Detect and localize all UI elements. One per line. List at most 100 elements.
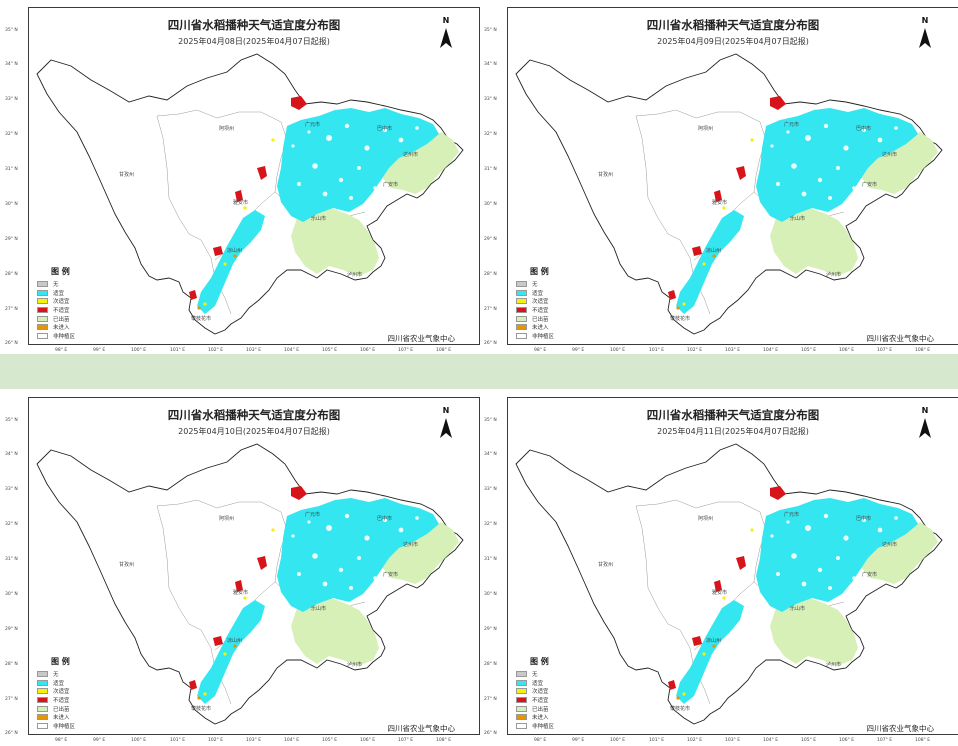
legend-label: 不适宜 [532, 308, 549, 315]
suitable-zone-west [197, 210, 265, 314]
latitude-tick-label: 34° N [484, 62, 497, 67]
legend-swatch [516, 332, 527, 339]
longitude-tick-label: 107° E [877, 738, 893, 743]
city-panzhihua: 攀枝花市 [670, 315, 690, 322]
suitable-zone-west [197, 600, 265, 704]
longitude-tick-label: 101° E [649, 738, 665, 743]
minor-category-marks [197, 138, 275, 310]
latitude-tick-label: 31° N [5, 167, 18, 172]
legend-swatch [516, 289, 527, 296]
legend-item: 未进入 [516, 713, 586, 722]
city-luzhou: 泸州市 [826, 271, 841, 278]
north-arrow: N [918, 16, 932, 50]
legend-swatch [516, 688, 527, 695]
longitude-tick-label: 102° E [208, 738, 224, 743]
legend-swatch [516, 298, 527, 305]
map-texture [291, 513, 419, 590]
legend-swatch [516, 722, 527, 729]
map-subtitle: 2025年04月11日(2025年04月07日起报) [657, 427, 809, 436]
sichuan-map: 阿坝州 甘孜州 雅安市 乐山市 泸州市 广安市 达州市 巴中市 凉山州 攀枝花市… [515, 443, 943, 725]
legend-swatch [516, 705, 527, 712]
legend-swatch [37, 697, 48, 704]
longitude-tick-label: 108° E [436, 738, 452, 743]
longitude-tick-label: 105° E [322, 738, 338, 743]
longitude-tick-label: 98° E [534, 738, 547, 743]
legend-swatch [516, 324, 527, 331]
longitude-tick-label: 106° E [839, 348, 855, 353]
latitude-tick-label: 32° N [484, 132, 497, 137]
legend-label: 不适宜 [53, 698, 70, 705]
legend-label: 已出苗 [532, 316, 549, 323]
latitude-tick-label: 27° N [484, 307, 497, 312]
legend-item: 不适宜 [37, 306, 107, 315]
city-ganzi: 甘孜州 [598, 171, 613, 178]
longitude-tick-label: 101° E [649, 348, 665, 353]
city-guangan: 广安市 [862, 571, 877, 578]
legend-label: 无 [53, 672, 59, 679]
north-arrow: N [439, 16, 453, 50]
legend-title: 图 例 [530, 267, 549, 276]
city-luzhou: 泸州市 [347, 271, 362, 278]
latitude-tick-label: 35° N [484, 28, 497, 33]
map-title: 四川省水稻播种天气适宜度分布图 [167, 18, 341, 32]
legend-item: 适宜 [516, 679, 586, 688]
city-yaan: 雅安市 [712, 589, 727, 596]
legend-item: 适宜 [516, 289, 586, 298]
legend-label: 非种植区 [53, 723, 76, 730]
legend-label: 未进入 [532, 325, 549, 332]
longitude-tick-label: 99° E [572, 738, 585, 743]
legend-swatch [37, 671, 48, 678]
legend-item: 无 [37, 280, 107, 289]
legend-label: 非种植区 [532, 723, 555, 730]
city-aba: 阿坝州 [219, 125, 234, 132]
city-aba: 阿坝州 [698, 125, 713, 132]
city-guangyuan: 广元市 [784, 121, 799, 128]
legend-label: 非种植区 [532, 333, 555, 340]
legend-item: 适宜 [37, 679, 107, 688]
latitude-tick-label: 33° N [484, 487, 497, 492]
legend-item: 无 [516, 280, 586, 289]
longitude-tick-label: 106° E [360, 738, 376, 743]
longitude-tick-label: 102° E [687, 738, 703, 743]
emerged-zone-east [860, 522, 938, 584]
latitude-tick-label: 26° N [5, 341, 18, 346]
sichuan-map: 阿坝州 甘孜州 雅安市 乐山市 泸州市 广安市 达州市 巴中市 凉山州 攀枝花市… [36, 443, 464, 725]
longitude-tick-label: 101° E [170, 348, 186, 353]
legend-swatch [37, 722, 48, 729]
legend-swatch [37, 714, 48, 721]
city-leshan: 乐山市 [790, 215, 805, 222]
north-arrow-icon [440, 418, 452, 438]
north-arrow: N [439, 406, 453, 440]
city-dazhou: 达州市 [403, 151, 418, 158]
longitude-tick-label: 100° E [610, 738, 626, 743]
latitude-tick-label: 31° N [484, 557, 497, 562]
city-ganzi: 甘孜州 [598, 561, 613, 568]
city-liangshan: 凉山州 [227, 637, 242, 644]
credit-text: 四川省农业气象中心 [866, 334, 935, 343]
city-liangshan: 凉山州 [706, 247, 721, 254]
legend-item: 不适宜 [516, 696, 586, 705]
city-leshan: 乐山市 [311, 215, 326, 222]
map-texture [770, 123, 898, 200]
city-dazhou: 达州市 [403, 541, 418, 548]
legend-item: 次适宜 [37, 687, 107, 696]
legend-label: 无 [53, 282, 59, 289]
longitude-tick-label: 103° E [725, 738, 741, 743]
longitude-tick-label: 107° E [398, 738, 414, 743]
city-guangan: 广安市 [383, 571, 398, 578]
legend-item: 次适宜 [516, 687, 586, 696]
city-ganzi: 甘孜州 [119, 561, 134, 568]
legend-item: 未进入 [37, 323, 107, 332]
longitude-tick-label: 103° E [246, 348, 262, 353]
unsuitable-patches [189, 96, 307, 300]
city-dazhou: 达州市 [882, 541, 897, 548]
legend-swatch [37, 705, 48, 712]
longitude-tick-label: 104° E [284, 348, 300, 353]
separator-band [0, 354, 958, 389]
latitude-tick-label: 35° N [484, 418, 497, 423]
suitable-zone-west [676, 210, 744, 314]
latitude-tick-label: 27° N [5, 697, 18, 702]
minor-category-marks [676, 138, 754, 310]
latitude-tick-label: 33° N [5, 97, 18, 102]
latitude-tick-label: 35° N [5, 28, 18, 33]
